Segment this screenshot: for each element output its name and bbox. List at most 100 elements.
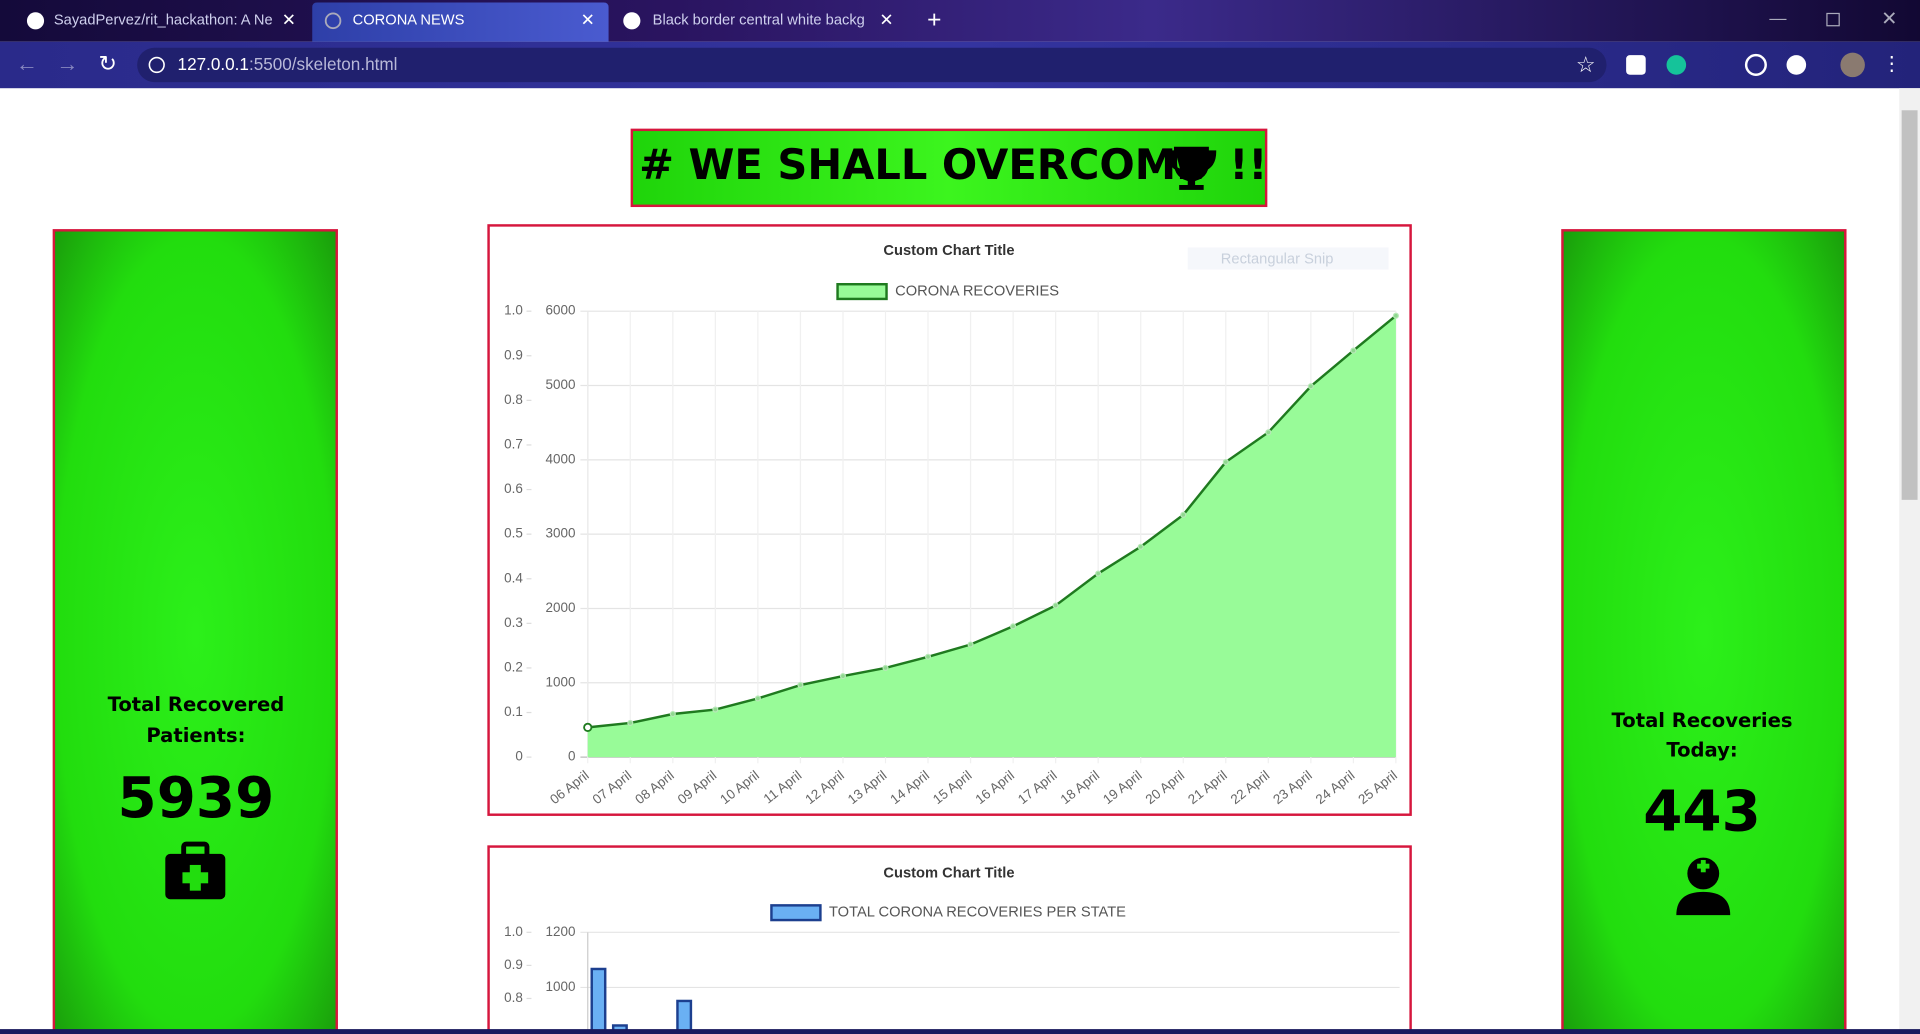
- tab-close[interactable]: ✕: [879, 9, 893, 29]
- y-tick-label: 6000: [546, 303, 576, 318]
- scroll-thumb[interactable]: [1901, 110, 1918, 500]
- info-icon[interactable]: [148, 56, 165, 74]
- y2-tick-label: 0: [515, 749, 522, 764]
- active-tab[interactable]: [312, 2, 609, 42]
- taskbar-edge: [0, 1029, 1920, 1034]
- tab-title[interactable]: SayadPervez/rit_hackathon: A Ne: [54, 13, 273, 29]
- extension[interactable]: [1626, 55, 1646, 75]
- doctor-icon: [1676, 857, 1731, 916]
- bookmark-star[interactable]: ☆: [1576, 52, 1596, 77]
- point: [1265, 429, 1272, 436]
- tab-close[interactable]: ✕: [581, 9, 595, 29]
- y2-tick-label: 0.5: [504, 526, 523, 541]
- forward[interactable]: →: [56, 51, 78, 76]
- point: [967, 641, 974, 648]
- header-suffix: !!: [1229, 140, 1267, 189]
- tab-close[interactable]: ✕: [282, 9, 296, 29]
- legend-label: TOTAL CORONA RECOVERIES PER STATE: [829, 905, 1126, 921]
- point: [1392, 312, 1399, 319]
- y-tick-label: 3000: [546, 526, 576, 541]
- point: [712, 706, 719, 713]
- point: [754, 695, 761, 702]
- panel-label: Total Recovered: [108, 693, 285, 716]
- trophy-icon: [1166, 146, 1217, 190]
- y2-tick-label: 0.8: [504, 990, 523, 1005]
- y2-tick-label: 0.2: [504, 659, 523, 674]
- point: [1307, 383, 1314, 390]
- tab-icon: [26, 12, 45, 30]
- y2-tick-label: 0.4: [504, 570, 523, 585]
- point: [882, 664, 889, 671]
- panel-label: Patients:: [146, 724, 245, 747]
- y-tick-label: 5000: [546, 377, 576, 392]
- point: [1095, 570, 1102, 577]
- y2-tick-label: 1.0: [504, 303, 523, 318]
- panel-value: 5939: [118, 766, 275, 831]
- point: [1010, 623, 1017, 630]
- extension[interactable]: [1666, 55, 1687, 75]
- point: [1180, 511, 1187, 518]
- point: [583, 722, 593, 732]
- snip-overlay: [1187, 247, 1389, 270]
- area: [587, 315, 1396, 758]
- tab-title[interactable]: Black border central white backg: [653, 13, 865, 29]
- y2-tick-label: 1.0: [504, 924, 523, 939]
- y2-tick-label: 0.9: [504, 957, 523, 972]
- url-path: :5500/skeleton.html: [249, 53, 397, 73]
- panel-label: Today:: [1666, 738, 1737, 761]
- panel-value: 443: [1643, 779, 1761, 844]
- point: [669, 710, 676, 718]
- legend-swatch: [770, 904, 822, 922]
- reload[interactable]: ↻: [99, 51, 117, 76]
- tab-icon: [324, 12, 342, 30]
- y2-tick-label: 0.3: [504, 615, 523, 630]
- url: 127.0.0.1:5500/skeleton.html: [178, 53, 398, 73]
- y2-tick-label: 0.8: [504, 392, 523, 407]
- close-window[interactable]: ✕: [1881, 8, 1897, 30]
- menu[interactable]: ⋮: [1882, 53, 1902, 75]
- profile[interactable]: [1840, 52, 1865, 78]
- tab-icon: [623, 12, 641, 30]
- legend-swatch: [836, 283, 888, 301]
- new-tab[interactable]: +: [927, 6, 941, 33]
- point: [1052, 602, 1059, 609]
- point: [839, 673, 847, 680]
- y-tick-label: 4000: [546, 451, 576, 466]
- left-panel: [52, 229, 338, 1034]
- y2-tick-label: 0.7: [504, 437, 523, 452]
- point: [627, 719, 634, 726]
- point: [797, 681, 804, 689]
- extension[interactable]: [1744, 53, 1767, 76]
- panel-label: Total Recoveries: [1612, 709, 1793, 732]
- chart-box: [487, 845, 1412, 1034]
- point: [1222, 458, 1229, 466]
- url-host: 127.0.0.1: [178, 53, 249, 73]
- extension[interactable]: [1786, 55, 1807, 75]
- line: [587, 314, 1397, 729]
- header-title: # WE SHALL OVERCOME: [639, 140, 1204, 189]
- y2-tick-label: 0.9: [504, 347, 523, 362]
- y-tick-label: 2000: [546, 600, 576, 615]
- bar: [590, 967, 607, 1034]
- restore[interactable]: [1826, 12, 1840, 27]
- tab-title[interactable]: CORONA NEWS: [353, 13, 465, 29]
- chart-title: Custom Chart Title: [883, 243, 1014, 259]
- chart-title: Custom Chart Title: [883, 865, 1014, 881]
- bar: [676, 999, 693, 1034]
- y-tick-label: 1000: [546, 979, 576, 994]
- minimize[interactable]: —: [1769, 8, 1787, 28]
- point: [1350, 347, 1357, 354]
- y-tick-label: 0: [568, 749, 575, 764]
- address-bar[interactable]: [137, 47, 1607, 83]
- snip-label: Rectangular Snip: [1221, 252, 1334, 268]
- header-box: [630, 128, 1268, 208]
- back[interactable]: ←: [16, 51, 38, 76]
- medkit-icon: [165, 841, 226, 900]
- point: [1137, 543, 1144, 550]
- point: [924, 653, 932, 660]
- y2-tick-label: 0.1: [504, 704, 523, 719]
- y2-tick-label: 0.6: [504, 481, 523, 496]
- legend-label: CORONA RECOVERIES: [895, 283, 1059, 299]
- y-tick-label: 1200: [546, 924, 576, 939]
